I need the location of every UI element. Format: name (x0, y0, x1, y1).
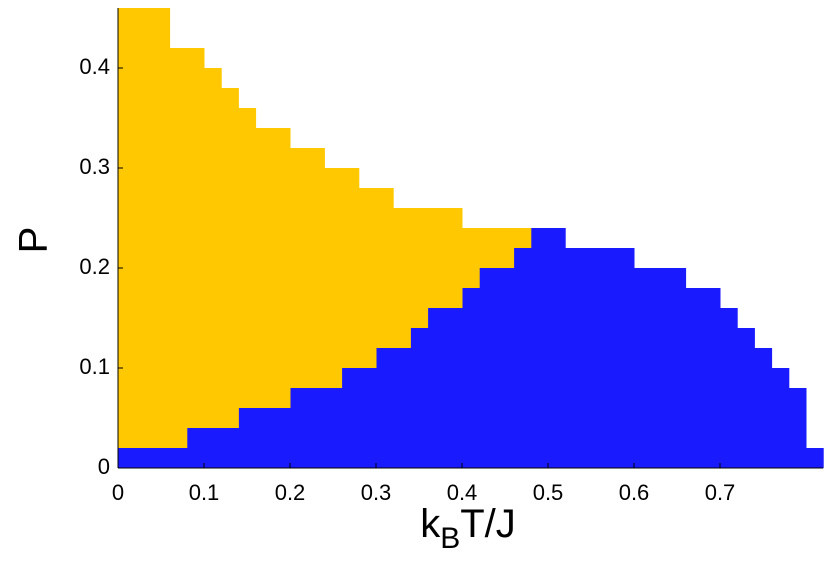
x-tick-label: 0.4 (447, 480, 478, 505)
bar-segment (169, 48, 188, 448)
bar-segment (462, 288, 480, 468)
bar-segment (410, 328, 429, 468)
bar-segment (118, 8, 136, 448)
x-tick-label: 0.5 (533, 480, 564, 505)
bar-segment (238, 408, 257, 468)
bar-segment (720, 308, 738, 468)
bar-segment (513, 228, 532, 248)
bar-segment (255, 128, 274, 408)
x-tick-label: 0.1 (189, 480, 220, 505)
bar-segment (376, 188, 394, 348)
bar-segment (634, 268, 652, 468)
bar-segment (685, 288, 704, 468)
bar-segment (341, 168, 360, 368)
bar-segment (376, 348, 394, 468)
bar-segment (169, 448, 188, 468)
bar-segment (358, 368, 377, 468)
bar-segment (393, 208, 411, 348)
bar-segment (152, 8, 171, 448)
x-label-part: k (420, 502, 441, 546)
bar-segment (358, 188, 377, 368)
bar-segment (427, 308, 446, 468)
bar-segment (754, 348, 773, 468)
bar-segment (479, 228, 497, 268)
bar-segment (530, 228, 549, 468)
x-tick-label: 0.3 (361, 480, 392, 505)
bar-segment (548, 228, 566, 468)
y-tick-label: 0 (98, 454, 110, 479)
bar-segment (427, 208, 446, 308)
bar-segment (496, 228, 515, 268)
bar-segment (737, 328, 755, 468)
bar-segment (582, 248, 601, 468)
bar-segment (186, 48, 205, 428)
bar-segment (565, 248, 583, 468)
bar-segment (806, 448, 824, 468)
bar-segment (496, 268, 515, 468)
bar-segment (307, 388, 325, 468)
bar-segment (668, 268, 687, 468)
x-tick-label: 0.2 (275, 480, 306, 505)
y-tick-label: 0.3 (79, 154, 110, 179)
bar-segment (788, 388, 807, 468)
bar-segment (221, 428, 239, 468)
x-axis-label: kBT/J (420, 502, 516, 555)
bar-segment (616, 248, 635, 468)
bar-segment (341, 368, 360, 468)
bar-segment (204, 428, 222, 468)
bar-segment (272, 408, 291, 468)
bar-segment (651, 268, 669, 468)
bar-segment (462, 228, 480, 288)
bar-segment (290, 148, 308, 388)
bar-segment (599, 248, 618, 468)
bar-segment (221, 88, 239, 428)
y-tick-label: 0.2 (79, 254, 110, 279)
bar-segment (393, 348, 411, 468)
bar-segment (479, 268, 497, 468)
bar-segment (444, 208, 463, 308)
bar-segment (255, 408, 274, 468)
bar-segment (272, 128, 291, 408)
x-tick-label: 0.6 (619, 480, 650, 505)
bar-segment (307, 148, 325, 388)
bar-segment (324, 168, 343, 388)
bar-segment (204, 68, 222, 428)
bar-segment (771, 368, 790, 468)
bar-segment (324, 388, 343, 468)
bar-segment (238, 108, 257, 408)
x-tick-label: 0.7 (705, 480, 736, 505)
y-axis-label: P (12, 227, 56, 254)
bar-segment (444, 308, 463, 468)
bar-segment (186, 428, 205, 468)
bar-segment (702, 288, 721, 468)
bar-segment (410, 208, 429, 328)
x-label-subscript: B (440, 522, 460, 555)
bar-segment (118, 448, 136, 468)
x-label-part: T/J (460, 502, 516, 546)
bar-segment (513, 248, 532, 468)
x-tick-label: 0 (112, 480, 124, 505)
bar-segment (135, 8, 153, 448)
bar-segment (290, 388, 308, 468)
bar-segment (152, 448, 171, 468)
y-tick-label: 0.4 (79, 54, 110, 79)
bar-segment (135, 448, 153, 468)
y-tick-label: 0.1 (79, 354, 110, 379)
